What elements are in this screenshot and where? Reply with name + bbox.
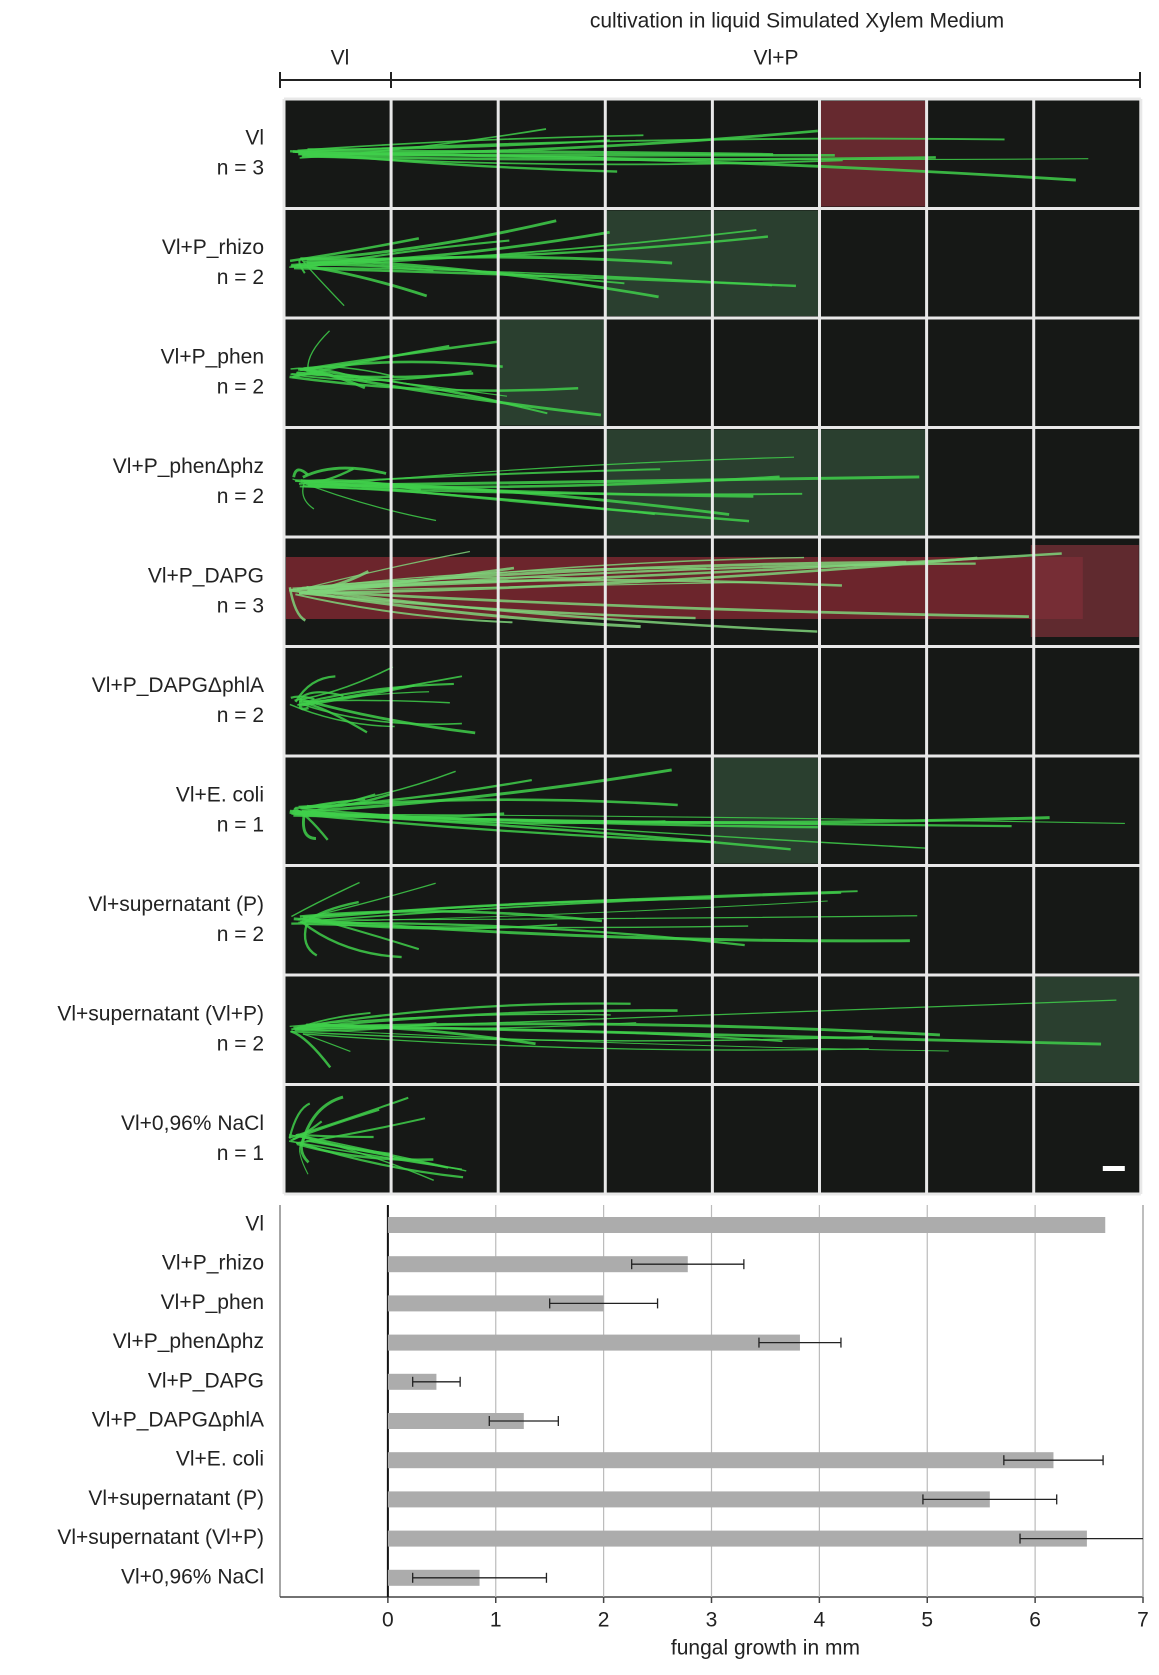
group-label: Vl <box>331 47 350 70</box>
y-tick-label: Vl+0,96% NaCl <box>121 1565 264 1588</box>
y-tick-label: Vl+P_phenΔphz <box>113 1330 264 1353</box>
group-label: Vl+P <box>754 47 799 70</box>
row-label: Vl+P_rhizo <box>162 236 264 259</box>
x-tick-label: 2 <box>598 1609 610 1632</box>
row-label: Vl+P_phen <box>161 346 264 369</box>
bar <box>388 1335 800 1351</box>
row-label: Vl+0,96% NaCl <box>121 1112 264 1135</box>
row-label: Vl+supernatant (Vl+P) <box>57 1003 264 1026</box>
microscopy-grid <box>284 99 1141 1194</box>
panel-tint <box>820 430 927 536</box>
panel-tint <box>1031 545 1139 637</box>
bar <box>388 1452 1054 1468</box>
row-label: Vl <box>245 127 264 150</box>
scale-bar <box>1103 1166 1125 1171</box>
plot-area <box>388 1217 1154 1586</box>
y-tick-label: Vl <box>245 1213 264 1236</box>
row-n: n = 1 <box>217 814 264 837</box>
row-n: n = 2 <box>217 1033 264 1056</box>
x-tick-label: 4 <box>814 1609 826 1632</box>
panel-tint <box>1034 977 1141 1083</box>
panel-tint <box>820 101 927 207</box>
row-n: n = 2 <box>217 376 264 399</box>
row-label: Vl+P_DAPG <box>148 565 264 588</box>
figure: cultivation in liquid Simulated Xylem Me… <box>0 0 1159 1675</box>
x-tick-label: 1 <box>490 1609 502 1632</box>
row-label: Vl+P_DAPGΔphlA <box>92 674 264 697</box>
y-tick-label: Vl+P_DAPG <box>148 1369 264 1392</box>
x-tick-label: 3 <box>706 1609 718 1632</box>
row-n: n = 2 <box>217 266 264 289</box>
panel-tint <box>712 211 819 317</box>
x-tick-label: 7 <box>1137 1609 1149 1632</box>
row-label: Vl+E. coli <box>176 784 264 807</box>
row-n: n = 3 <box>217 595 264 618</box>
row-n: n = 1 <box>217 1142 264 1165</box>
row-n: n = 2 <box>217 704 264 727</box>
y-tick-label: Vl+supernatant (P) <box>88 1487 264 1510</box>
row-label: Vl+P_phenΔphz <box>113 455 264 478</box>
y-tick-label: Vl+E. coli <box>176 1448 264 1471</box>
y-tick-label: Vl+supernatant (Vl+P) <box>57 1526 264 1549</box>
x-axis-label: fungal growth in mm <box>671 1637 860 1660</box>
bar <box>388 1491 990 1507</box>
row-n: n = 2 <box>217 923 264 946</box>
y-tick-label: Vl+P_rhizo <box>162 1252 264 1275</box>
bar <box>388 1531 1087 1547</box>
group-bracket <box>280 72 1140 88</box>
y-tick-label: Vl+P_phen <box>161 1291 264 1314</box>
row-n: n = 2 <box>217 485 264 508</box>
row-label: Vl+supernatant (P) <box>88 893 264 916</box>
figure-title: cultivation in liquid Simulated Xylem Me… <box>590 10 1004 33</box>
row-n: n = 3 <box>217 157 264 180</box>
bar <box>388 1217 1105 1233</box>
page: cultivation in liquid Simulated Xylem Me… <box>0 0 1159 1675</box>
x-tick-label: 0 <box>382 1609 394 1632</box>
x-tick-label: 5 <box>921 1609 933 1632</box>
x-tick-label: 6 <box>1029 1609 1041 1632</box>
y-tick-label: Vl+P_DAPGΔphlA <box>92 1409 264 1432</box>
